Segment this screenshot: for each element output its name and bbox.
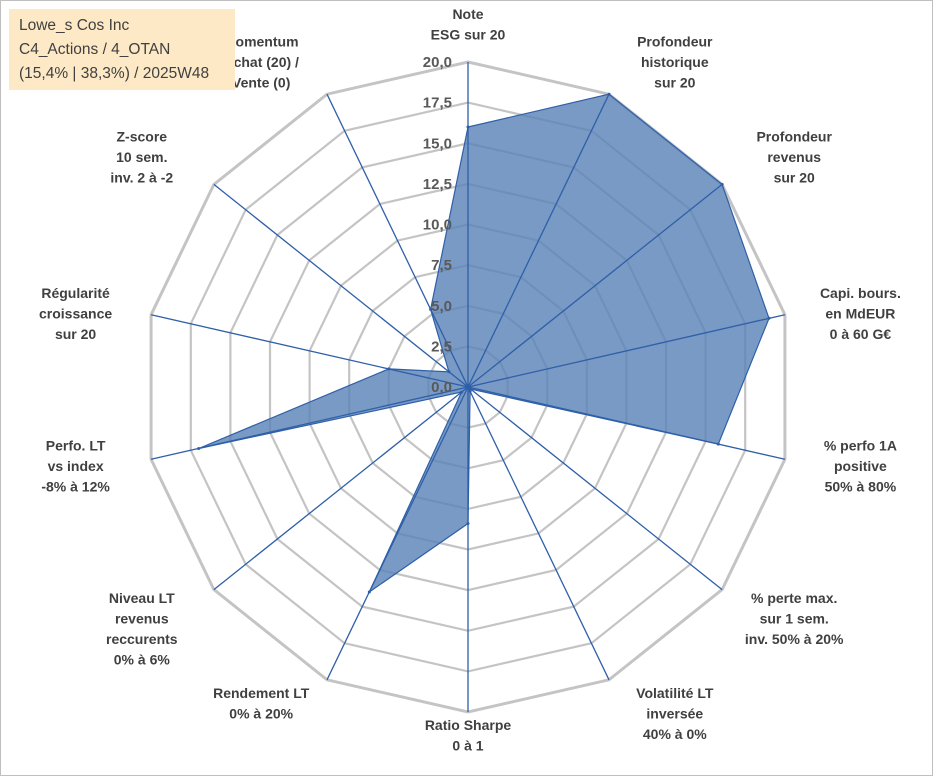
tick-label: 20,0 (423, 54, 452, 71)
axis-label-line: revenus (767, 149, 821, 165)
axis-label-line: sur 20 (774, 170, 815, 186)
spoke-perfo-1a (467, 386, 786, 460)
axis-label-line: en MdEUR (825, 305, 895, 321)
axis-label-perfo-lt-index: Perfo. LT vs index -8% à 12% (41, 438, 110, 495)
chart-title-box: Lowe_s Cos Inc C4_Actions / 4_OTAN (15,4… (9, 9, 235, 90)
axis-label-line: Vente (0) (232, 75, 290, 91)
axis-label-niveau-lt-revenus: Niveau LT revenus reccurents 0% à 6% (106, 590, 178, 668)
axis-labels: Note ESG sur 20 Profondeur historique sur 20… (39, 6, 901, 754)
axis-label-line: % perfo 1A (824, 438, 897, 454)
axis-label-line: Z-score (117, 129, 168, 145)
axis-label-line: Profondeur (756, 129, 832, 145)
axis-label-line: Capi. bours. (820, 285, 901, 301)
axis-label-line: -8% à 12% (41, 479, 110, 495)
tick-label: 15,0 (423, 135, 452, 152)
axis-label-volatilite-lt: Volatilité LT inversée 40% à 0% (636, 685, 714, 742)
axis-label-line: Achat (20) / (223, 54, 299, 70)
axis-label-line: Perfo. LT (46, 438, 106, 454)
spoke-capi-bours (467, 314, 786, 388)
axis-label-line: sur 20 (55, 326, 96, 342)
axis-label-line: inv. 2 à -2 (110, 170, 173, 186)
spoke-profondeur-revenus (467, 183, 723, 388)
axis-label-line: reccurents (106, 631, 178, 647)
axis-label-profondeur-historique: Profondeur historique sur 20 (637, 34, 713, 91)
axis-label-line: 0 à 60 G€ (830, 326, 892, 342)
tick-label: 10,0 (423, 217, 452, 234)
axis-label-z-score: Z-score 10 sem. inv. 2 à -2 (110, 129, 173, 186)
spoke-perfo-lt-index (150, 386, 469, 460)
axis-label-line: ESG sur 20 (431, 27, 506, 43)
spoke-rendement-lt (326, 386, 469, 681)
axis-label-note-esg: Note ESG sur 20 (431, 6, 506, 43)
spoke-volatilite-lt (467, 386, 610, 681)
axis-label-capi-bours: Capi. bours. en MdEUR 0 à 60 G€ (820, 285, 901, 342)
axis-label-line: 40% à 0% (643, 726, 707, 742)
axis-label-line: inversée (646, 706, 703, 722)
axis-label-line: sur 20 (654, 75, 695, 91)
axis-label-momentum: Momentum Achat (20) / Vente (0) (223, 34, 299, 91)
axis-label-line: revenus (115, 610, 169, 626)
axis-label-line: Régularité (41, 285, 110, 301)
axis-label-line: % perte max. (751, 590, 837, 606)
axis-label-line: Niveau LT (109, 590, 175, 606)
axis-label-line: inv. 50% à 20% (745, 631, 844, 647)
tick-label: 0,0 (431, 379, 452, 396)
axis-label-line: positive (834, 458, 887, 474)
title-category: C4_Actions / 4_OTAN (19, 41, 171, 58)
axis-label-regularite-croissance: Régularité croissance sur 20 (39, 285, 112, 342)
axis-label-perfo-1a: % perfo 1A positive 50% à 80% (824, 438, 897, 495)
spoke-perte-max (467, 386, 723, 591)
title-company: Lowe_s Cos Inc (19, 17, 130, 34)
axis-label-line: 0 à 1 (452, 738, 483, 754)
axis-label-line: vs index (48, 458, 104, 474)
axis-label-perte-max: % perte max. sur 1 sem. inv. 50% à 20% (745, 590, 844, 647)
axis-label-line: sur 1 sem. (760, 610, 829, 626)
tick-label: 17,5 (423, 95, 452, 112)
series-area (198, 93, 770, 594)
axis-label-line: Momentum (224, 34, 299, 50)
spoke-profondeur-historique (467, 93, 610, 388)
axis-label-line: 0% à 20% (229, 706, 293, 722)
series-layer (197, 92, 771, 594)
axis-label-rendement-lt: Rendement LT 0% à 20% (213, 685, 310, 722)
axis-label-line: Profondeur (637, 34, 713, 50)
spoke-regularite-croissance (150, 314, 469, 388)
axis-label-line: 10 sem. (116, 149, 167, 165)
axis-label-line: Ratio Sharpe (425, 717, 512, 733)
tick-label: 7,5 (431, 257, 452, 274)
tick-label: 5,0 (431, 298, 452, 315)
tick-label: 2,5 (431, 338, 452, 355)
radial-tick-labels: 0,0 2,5 5,0 7,5 10,0 12,5 15,0 17,5 20,0 (423, 54, 452, 396)
axis-label-profondeur-revenus: Profondeur revenus sur 20 (756, 129, 832, 186)
tick-label: 12,5 (423, 176, 452, 193)
axis-label-line: Note (452, 6, 483, 22)
axis-label-line: 50% à 80% (825, 479, 897, 495)
spoke-z-score (213, 183, 469, 388)
axis-label-line: historique (641, 54, 709, 70)
axis-label-line: croissance (39, 305, 112, 321)
axis-label-line: Volatilité LT (636, 685, 714, 701)
spoke-momentum (326, 93, 469, 388)
spoke-niveau-lt-revenus (213, 386, 469, 591)
axis-label-ratio-sharpe: Ratio Sharpe 0 à 1 (425, 717, 512, 754)
title-stats: (15,4% | 38,3%) / 2025W48 (19, 65, 210, 82)
axis-label-line: Rendement LT (213, 685, 310, 701)
radar-spokes (150, 62, 786, 712)
axis-label-line: 0% à 6% (114, 651, 171, 667)
